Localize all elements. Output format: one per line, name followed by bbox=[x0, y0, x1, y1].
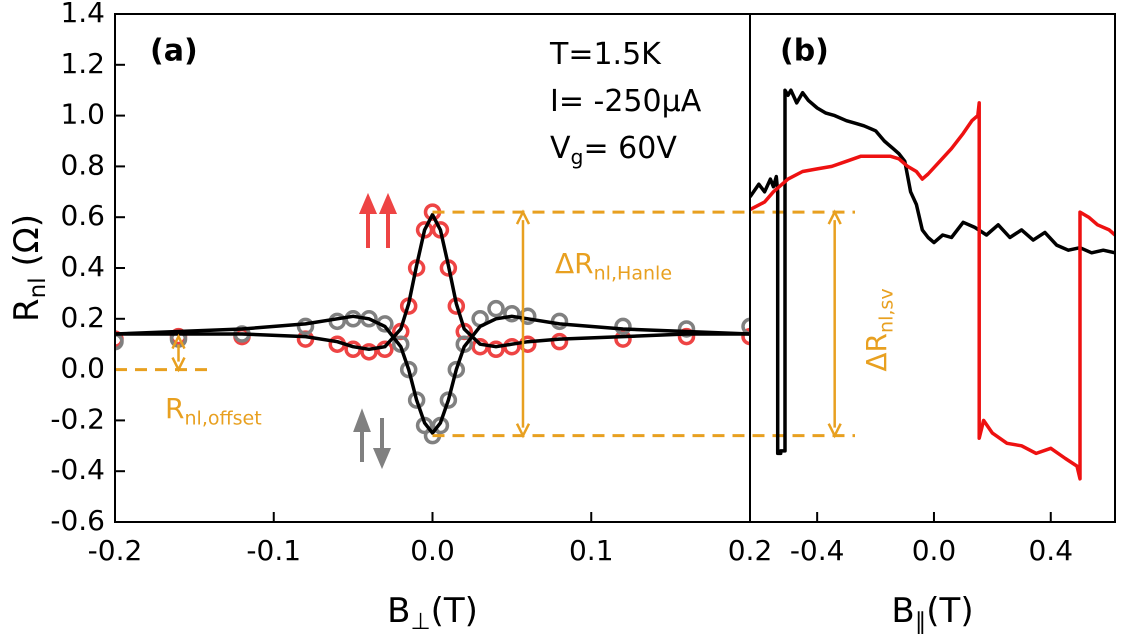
x-tick-label: 0.0 bbox=[912, 534, 957, 567]
x-tick-label: 0.0 bbox=[410, 534, 455, 567]
arrow-head bbox=[827, 209, 842, 225]
annotation: I= -250μA bbox=[550, 84, 702, 119]
data-line bbox=[115, 314, 750, 435]
y-axis-label-main: R bbox=[7, 298, 47, 322]
data-point bbox=[296, 317, 315, 336]
y-tick-label: -0.2 bbox=[50, 402, 105, 435]
y-tick-label: 0.8 bbox=[60, 148, 105, 181]
data-line bbox=[750, 101, 1115, 481]
arrow-label-sub: nl,Hanle bbox=[594, 262, 672, 284]
y-tick-label: 0.2 bbox=[60, 301, 105, 334]
data-point bbox=[741, 317, 750, 336]
y-tick-label: 0.4 bbox=[60, 250, 105, 283]
data-point bbox=[407, 391, 426, 409]
y-axis-label-rest: (Ω) bbox=[7, 214, 47, 277]
y-tick-label: -0.4 bbox=[50, 453, 105, 486]
arrow-head bbox=[515, 423, 531, 439]
x-tick-label: -0.4 bbox=[790, 534, 845, 567]
arrow-label-sub: nl,offset bbox=[184, 407, 261, 429]
arrow-label-main: ΔR bbox=[860, 333, 893, 372]
panel-label: (a) bbox=[150, 34, 198, 69]
arrow-label: ΔRnl,sv bbox=[860, 288, 897, 371]
x-axis-label: B∥(T) bbox=[891, 591, 973, 635]
arrow-label-sub: nl,sv bbox=[875, 288, 897, 333]
x-axis-label-sub: ∥ bbox=[915, 609, 927, 635]
annotation-rest: = 60V bbox=[583, 131, 677, 166]
spin-arrow bbox=[372, 418, 392, 470]
arrow-head bbox=[171, 357, 186, 373]
x-axis-label: B⊥(T) bbox=[387, 591, 478, 635]
panel-label: (b) bbox=[780, 34, 829, 69]
plot-frame bbox=[749, 13, 1116, 523]
y-tick-label: 1.0 bbox=[60, 98, 105, 131]
data-point bbox=[360, 343, 378, 361]
data-point bbox=[741, 327, 750, 346]
x-axis-label-main: B bbox=[891, 591, 914, 631]
annotation-main: T=1.5K bbox=[549, 37, 662, 72]
arrow-label-main: R bbox=[165, 392, 184, 425]
arrow-head bbox=[171, 333, 186, 350]
data-point bbox=[614, 317, 632, 336]
data-point bbox=[550, 332, 569, 351]
x-axis-label-rest: (T) bbox=[926, 591, 973, 631]
plot-area bbox=[115, 203, 750, 445]
spin-arrow bbox=[378, 192, 398, 248]
y-tick-label: 0.0 bbox=[60, 352, 105, 385]
y-tick-label: 1.4 bbox=[60, 0, 105, 29]
x-tick-label: 0.4 bbox=[1028, 534, 1073, 567]
x-axis-label-sub: ⊥ bbox=[410, 609, 430, 635]
plot-area bbox=[750, 88, 1115, 481]
arrow-head bbox=[827, 423, 842, 439]
annotation-main: I= -250μA bbox=[550, 84, 702, 119]
y-tick-label: -0.6 bbox=[50, 504, 105, 537]
annotation: T=1.5K bbox=[549, 37, 662, 72]
y-axis-label-sub: nl bbox=[25, 277, 51, 298]
x-axis-label-main: B bbox=[387, 591, 410, 631]
data-line bbox=[750, 88, 1115, 456]
arrow-label-main: ΔR bbox=[555, 247, 594, 280]
arrow-label: Rnl,offset bbox=[165, 392, 262, 429]
annotation-sub: g bbox=[571, 145, 584, 169]
data-line bbox=[115, 212, 750, 352]
x-axis-label-rest: (T) bbox=[431, 591, 478, 631]
x-tick-label: 0.1 bbox=[569, 534, 614, 567]
data-point bbox=[399, 360, 418, 379]
x-tick-label: 0.2 bbox=[728, 534, 773, 567]
y-tick-label: 0.6 bbox=[60, 199, 105, 232]
data-point bbox=[677, 327, 696, 346]
data-point bbox=[447, 360, 466, 379]
data-point bbox=[115, 332, 124, 351]
x-tick-label: -0.2 bbox=[88, 534, 143, 567]
data-point bbox=[503, 304, 521, 323]
data-point bbox=[439, 391, 458, 409]
spin-arrow bbox=[358, 192, 378, 248]
arrow-label: ΔRnl,Hanle bbox=[555, 247, 672, 284]
annotation: Vg= 60V bbox=[550, 131, 677, 170]
y-axis-label: Rnl (Ω) bbox=[7, 214, 51, 322]
arrow-head bbox=[515, 209, 531, 225]
spin-arrow bbox=[353, 408, 371, 462]
y-tick-label: 1.2 bbox=[60, 47, 105, 80]
x-tick-label: -0.1 bbox=[246, 534, 301, 567]
data-point bbox=[487, 299, 505, 318]
annotation-main: V bbox=[550, 131, 571, 166]
data-point bbox=[487, 340, 505, 359]
data-point bbox=[677, 320, 696, 338]
